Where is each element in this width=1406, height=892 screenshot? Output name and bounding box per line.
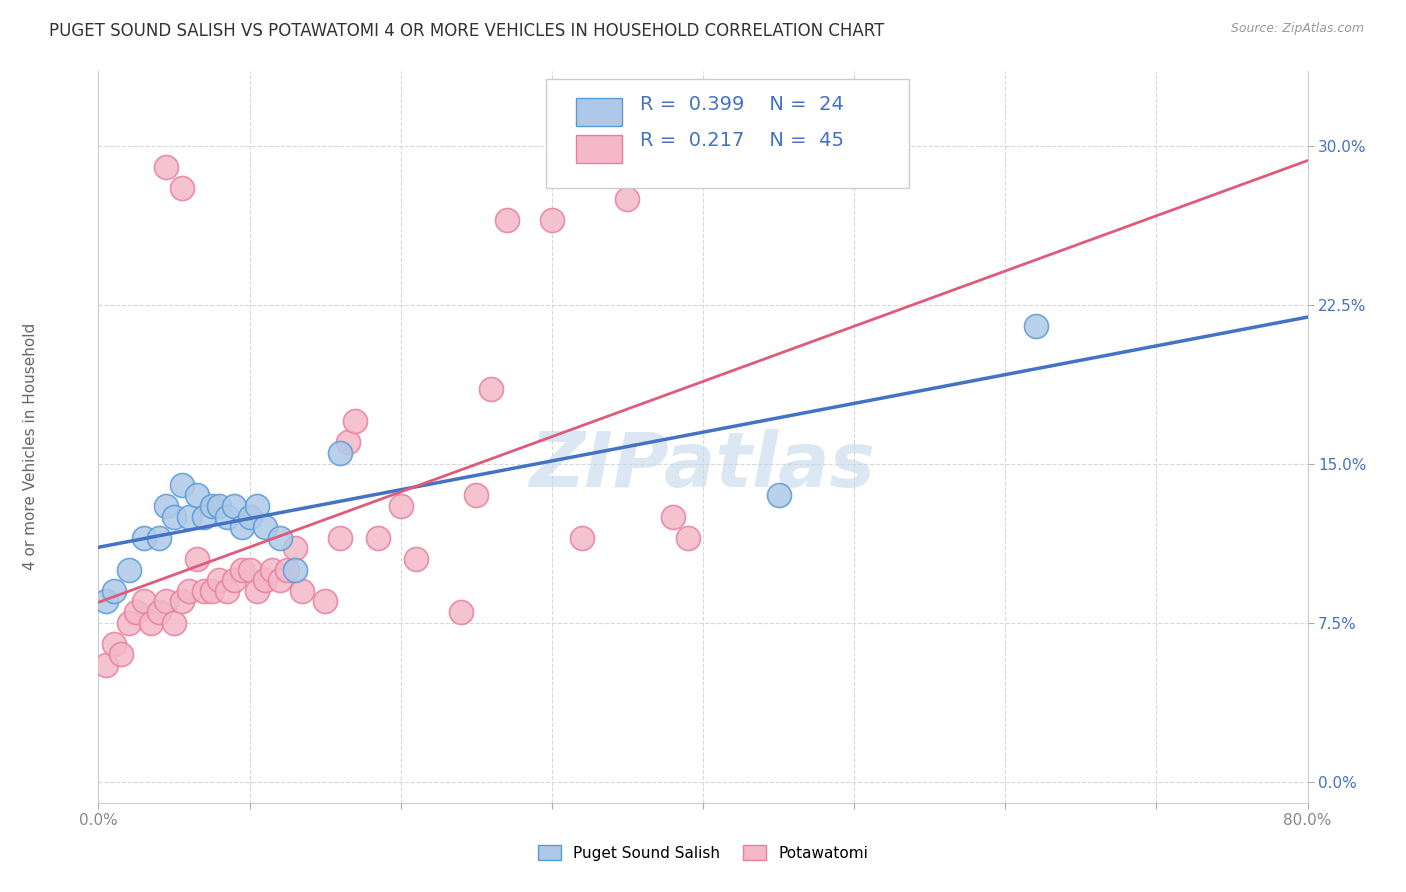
Text: R =  0.399    N =  24: R = 0.399 N = 24	[640, 95, 844, 114]
Point	[155, 160, 177, 174]
FancyBboxPatch shape	[546, 78, 908, 188]
Point	[215, 509, 238, 524]
Point	[201, 583, 224, 598]
Point	[94, 658, 117, 673]
Text: PUGET SOUND SALISH VS POTAWATOMI 4 OR MORE VEHICLES IN HOUSEHOLD CORRELATION CHA: PUGET SOUND SALISH VS POTAWATOMI 4 OR MO…	[49, 22, 884, 40]
Point	[1024, 318, 1046, 333]
Point	[389, 499, 412, 513]
Point	[768, 488, 790, 502]
Point	[284, 541, 307, 556]
Point	[253, 573, 276, 587]
Point	[314, 594, 336, 608]
Point	[118, 615, 141, 630]
Point	[148, 531, 170, 545]
Point	[163, 615, 186, 630]
Point	[291, 583, 314, 598]
Point	[571, 531, 593, 545]
Point	[336, 435, 359, 450]
Point	[193, 509, 215, 524]
Point	[163, 509, 186, 524]
Point	[231, 520, 253, 534]
Point	[246, 583, 269, 598]
Point	[193, 583, 215, 598]
Point	[170, 594, 193, 608]
Point	[329, 531, 352, 545]
Point	[208, 573, 231, 587]
Point	[148, 605, 170, 619]
Point	[269, 531, 291, 545]
Point	[224, 573, 246, 587]
Point	[269, 573, 291, 587]
Point	[344, 414, 367, 428]
Point	[201, 499, 224, 513]
Point	[103, 583, 125, 598]
Text: R =  0.217    N =  45: R = 0.217 N = 45	[640, 131, 844, 151]
Point	[495, 212, 517, 227]
Point	[239, 563, 262, 577]
Point	[616, 192, 638, 206]
Point	[329, 446, 352, 460]
Point	[246, 499, 269, 513]
Point	[276, 563, 298, 577]
Point	[262, 563, 284, 577]
Point	[155, 594, 177, 608]
Point	[231, 563, 253, 577]
Point	[208, 499, 231, 513]
Point	[540, 212, 562, 227]
Point	[405, 552, 427, 566]
Text: ZIPatlas: ZIPatlas	[530, 429, 876, 503]
Text: Source: ZipAtlas.com: Source: ZipAtlas.com	[1230, 22, 1364, 36]
Point	[450, 605, 472, 619]
Point	[239, 509, 262, 524]
Text: 4 or more Vehicles in Household: 4 or more Vehicles in Household	[24, 322, 38, 570]
Point	[215, 583, 238, 598]
Point	[179, 509, 201, 524]
Point	[132, 531, 155, 545]
Point	[186, 552, 208, 566]
Point	[224, 499, 246, 513]
Point	[367, 531, 389, 545]
Point	[179, 583, 201, 598]
FancyBboxPatch shape	[576, 98, 621, 127]
FancyBboxPatch shape	[576, 135, 621, 163]
Point	[125, 605, 148, 619]
Point	[481, 383, 503, 397]
Point	[676, 531, 699, 545]
Legend: Puget Sound Salish, Potawatomi: Puget Sound Salish, Potawatomi	[530, 837, 876, 868]
Point	[661, 509, 683, 524]
Point	[141, 615, 163, 630]
Point	[132, 594, 155, 608]
Point	[103, 637, 125, 651]
Point	[170, 181, 193, 195]
Point	[253, 520, 276, 534]
Point	[186, 488, 208, 502]
Point	[110, 648, 132, 662]
Point	[170, 477, 193, 491]
Point	[118, 563, 141, 577]
Point	[284, 563, 307, 577]
Point	[94, 594, 117, 608]
Point	[465, 488, 488, 502]
Point	[155, 499, 177, 513]
